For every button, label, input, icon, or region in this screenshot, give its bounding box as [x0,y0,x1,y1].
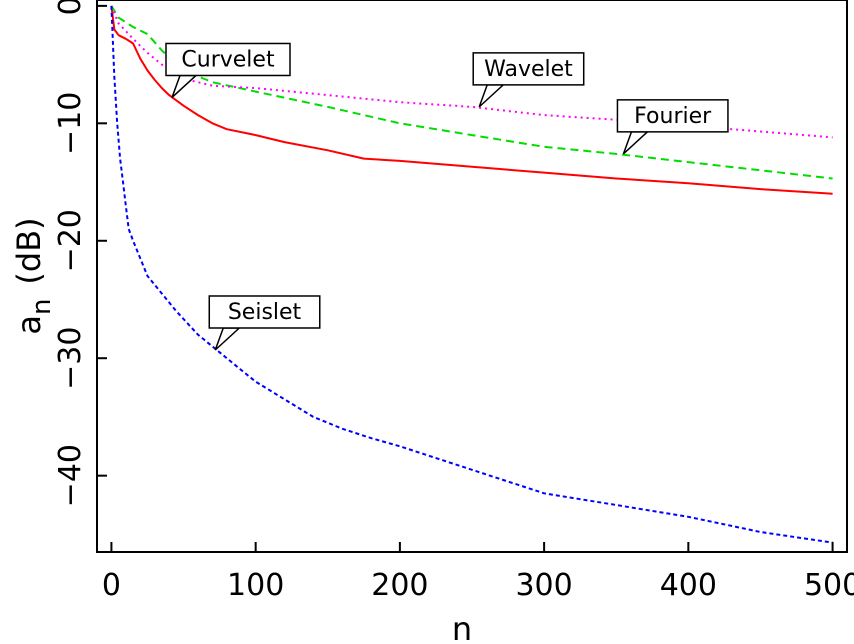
callout-box [472,52,585,86]
svg-text:an(dB): an (dB) [10,217,57,334]
callout-seislet: Seislet [208,295,321,351]
series-line-curvelet [110,5,833,195]
callout-pointer [478,84,506,108]
y-tick-label: −40 [53,444,88,507]
x-tick-label: 500 [804,568,854,603]
callout-fourier: Fourier [616,99,729,155]
callout-label: Curvelet [181,47,275,72]
callout-pointer [171,74,198,99]
x-tick-label: 400 [660,568,717,603]
series-line-fourier [110,5,833,180]
callout-pointer [622,131,650,155]
callout-label: Seislet [228,300,302,325]
y-tick-label: 0 [53,0,88,15]
callout-box [165,42,291,77]
callout-wavelet: Wavelet [472,52,585,108]
y-tick-label: −10 [53,92,88,155]
x-tick-label: 300 [515,568,572,603]
y-axis-label: an (dB) [10,217,57,334]
y-axis-label-main: a [10,315,48,335]
series-layer [110,5,833,544]
callout-pointer [214,327,242,351]
y-axis-label-unit: (dB) [10,217,48,284]
callout-curvelet: Curvelet [165,42,291,99]
x-tick-label: 100 [227,568,284,603]
callout-layer: Curvelet Wavelet Fourier Seislet [165,42,729,351]
x-tick-label: 0 [102,568,121,603]
y-axis-label-subscript: n [27,299,57,315]
series-line-seislet [110,5,833,544]
callout-label: Wavelet [484,57,573,82]
x-axis-label: n [452,610,472,644]
callout-box [208,295,321,329]
callout-box [616,99,729,133]
plot-frame [96,0,848,553]
x-axis-ticks: 0 100 200 300 400 500 [102,542,854,603]
y-tick-label: −20 [53,209,88,272]
y-axis-ticks: 0 −10 −20 −30 −40 [53,0,107,507]
x-tick-label: 200 [371,568,428,603]
callout-label: Fourier [634,104,712,129]
y-tick-label: −30 [53,327,88,390]
